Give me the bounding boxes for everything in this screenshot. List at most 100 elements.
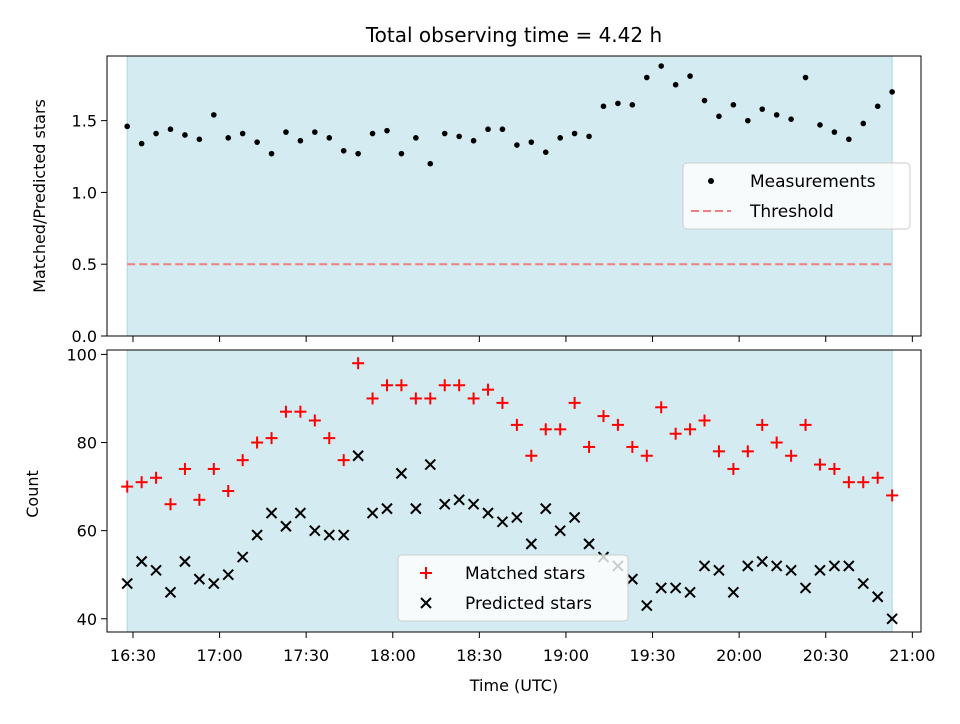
matched-star-point — [135, 476, 148, 489]
top-y-axis: 0.0 0.5 1.0 1.5 — [72, 112, 107, 346]
predicted-star-point — [799, 582, 812, 594]
legend-matched-label: Matched stars — [465, 564, 585, 584]
measurement-point — [470, 137, 477, 144]
matched-star-point — [265, 432, 278, 445]
measurement-point — [586, 133, 592, 140]
matched-star-point — [799, 418, 812, 431]
predicted-star-point — [323, 529, 335, 541]
matched-star-point — [525, 449, 538, 462]
predicted-star-point — [337, 529, 350, 541]
matched-star-point — [857, 476, 870, 489]
measurement-point — [745, 117, 751, 124]
measurement-point — [312, 129, 318, 135]
measurement-point — [773, 112, 780, 118]
matched-star-point — [842, 476, 855, 489]
x-tick-label: 16:30 — [110, 646, 156, 665]
predicted-star-point — [641, 599, 653, 612]
measurement-point — [542, 149, 549, 156]
matched-star-point — [193, 493, 206, 506]
matched-star-point — [712, 445, 725, 458]
predicted-star-point — [814, 564, 826, 577]
matched-star-point — [741, 445, 754, 458]
measurement-point — [398, 150, 405, 157]
predicted-star-point — [727, 586, 740, 599]
matched-star-point — [337, 454, 350, 467]
measurement-point — [441, 130, 448, 137]
matched-star-point — [279, 405, 292, 418]
top-y-axis-label: Matched/Predicted stars — [30, 99, 49, 293]
predicted-star-point — [164, 586, 177, 599]
measurement-point — [485, 126, 491, 133]
measurement-point — [658, 63, 665, 69]
legend-threshold-label: Threshold — [749, 202, 834, 222]
measurement-point — [817, 122, 823, 128]
top-measurements-layer — [124, 63, 895, 167]
predicted-star-point — [179, 555, 191, 568]
x-tick-label: 20:00 — [716, 646, 762, 665]
measurement-point — [557, 135, 563, 141]
y-tick-label: 1.5 — [72, 112, 97, 131]
predicted-star-point — [222, 569, 234, 581]
measurement-point — [124, 123, 131, 130]
predicted-star-point — [381, 502, 393, 515]
predicted-star-point — [251, 529, 263, 541]
measurement-point — [268, 150, 275, 157]
x-tick-label: 19:30 — [629, 646, 675, 665]
top-panel: 0.0 0.5 1.0 1.5 Total observing time = 4.42… — [30, 23, 922, 346]
predicted-stars-layer — [121, 450, 898, 625]
x-tick-label: 20:30 — [803, 646, 849, 665]
matched-star-point — [352, 357, 365, 370]
measurement-point — [167, 126, 174, 133]
predicted-star-point — [150, 564, 162, 577]
measurement-point — [528, 139, 535, 145]
predicted-star-point — [742, 560, 754, 572]
x-tick-label: 18:00 — [370, 646, 416, 665]
x-tick-label: 17:30 — [283, 646, 329, 665]
measurement-point — [413, 135, 419, 141]
matched-star-point — [323, 432, 336, 445]
matched-star-point — [568, 396, 581, 409]
predicted-star-point — [453, 494, 465, 506]
measurement-point — [153, 130, 159, 137]
matched-star-point — [583, 440, 596, 453]
x-tick-label: 21:00 — [889, 646, 935, 665]
measurement-point — [672, 81, 679, 88]
measurement-point — [687, 73, 693, 79]
matched-star-point — [640, 449, 653, 462]
x-tick-label: 19:00 — [543, 646, 589, 665]
matched-star-point — [482, 383, 495, 396]
predicted-star-point — [135, 555, 148, 568]
predicted-star-point — [540, 502, 552, 515]
matched-star-point — [424, 392, 437, 405]
predicted-star-point — [756, 555, 768, 568]
matched-star-point — [366, 392, 379, 405]
measurement-point — [860, 120, 867, 127]
measurement-point — [254, 139, 260, 145]
y-tick-label: 100 — [66, 345, 97, 364]
matched-star-point — [698, 414, 711, 427]
matched-star-point — [222, 485, 235, 497]
matched-star-point — [554, 423, 567, 436]
matched-star-point — [770, 436, 783, 449]
matched-star-point — [150, 471, 163, 484]
measurement-point — [831, 129, 838, 135]
top-legend-box — [682, 162, 911, 230]
matched-star-point — [886, 489, 899, 502]
matched-star-point — [438, 379, 451, 392]
measurement-point — [196, 136, 203, 143]
predicted-star-point — [583, 538, 595, 550]
matched-star-point — [251, 436, 264, 449]
measurement-point — [600, 103, 607, 110]
measurement-point — [889, 89, 895, 95]
predicted-star-point — [395, 467, 408, 480]
predicted-star-point — [669, 582, 682, 594]
measurement-point — [514, 142, 520, 148]
x-tick-label: 18:30 — [456, 646, 502, 665]
matched-star-point — [539, 423, 552, 436]
y-tick-label: 40 — [77, 610, 97, 629]
predicted-star-point — [857, 577, 869, 590]
measurement-point — [239, 130, 246, 137]
predicted-star-point — [121, 577, 133, 590]
measurement-point — [788, 116, 794, 122]
predicted-star-point — [698, 560, 711, 572]
